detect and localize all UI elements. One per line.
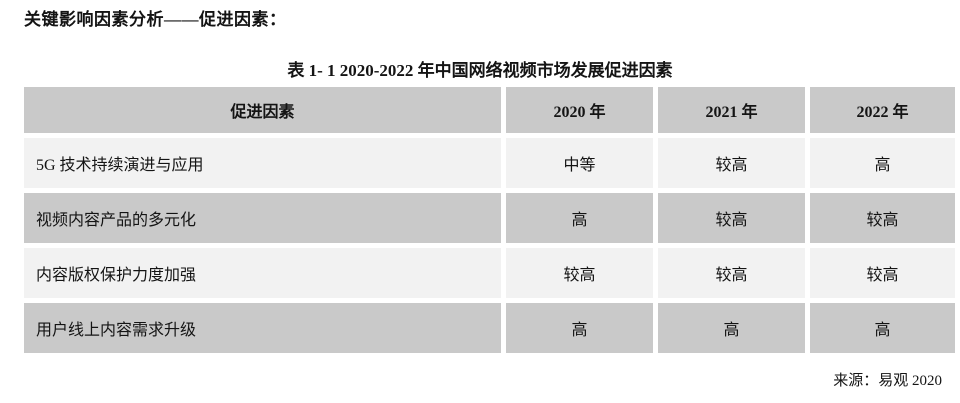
source-note: 来源：易观 2020 xyxy=(833,373,942,389)
cell-value: 较高 xyxy=(506,248,653,298)
column-header-2021: 2021 年 xyxy=(658,87,805,133)
column-header-2022: 2022 年 xyxy=(810,87,955,133)
cell-value: 较高 xyxy=(810,193,955,243)
row-factor-label: 内容版权保护力度加强 xyxy=(24,248,501,298)
cell-value: 较高 xyxy=(658,193,805,243)
cell-value: 较高 xyxy=(658,248,805,298)
cell-value: 较高 xyxy=(810,248,955,298)
section-heading: 关键影响因素分析——促进因素： xyxy=(24,10,287,29)
row-factor-label: 5G 技术持续演进与应用 xyxy=(24,138,501,188)
cell-value: 较高 xyxy=(658,138,805,188)
cell-value: 高 xyxy=(658,303,805,353)
report-page: 关键影响因素分析——促进因素： 表 1- 1 2020-2022 年中国网络视频… xyxy=(0,9,960,403)
column-header-factor: 促进因素 xyxy=(24,87,501,133)
cell-value: 高 xyxy=(506,193,653,243)
row-factor-label: 视频内容产品的多元化 xyxy=(24,193,501,243)
cell-value: 高 xyxy=(810,303,955,353)
table-title: 表 1- 1 2020-2022 年中国网络视频市场发展促进因素 xyxy=(287,61,673,80)
cell-value: 高 xyxy=(810,138,955,188)
column-header-2020: 2020 年 xyxy=(506,87,653,133)
cell-value: 中等 xyxy=(506,138,653,188)
cell-value: 高 xyxy=(506,303,653,353)
row-factor-label: 用户线上内容需求升级 xyxy=(24,303,501,353)
promoting-factors-table: 促进因素 2020 年 2021 年 2022 年 5G 技术持续演进与应用 中… xyxy=(24,87,955,353)
